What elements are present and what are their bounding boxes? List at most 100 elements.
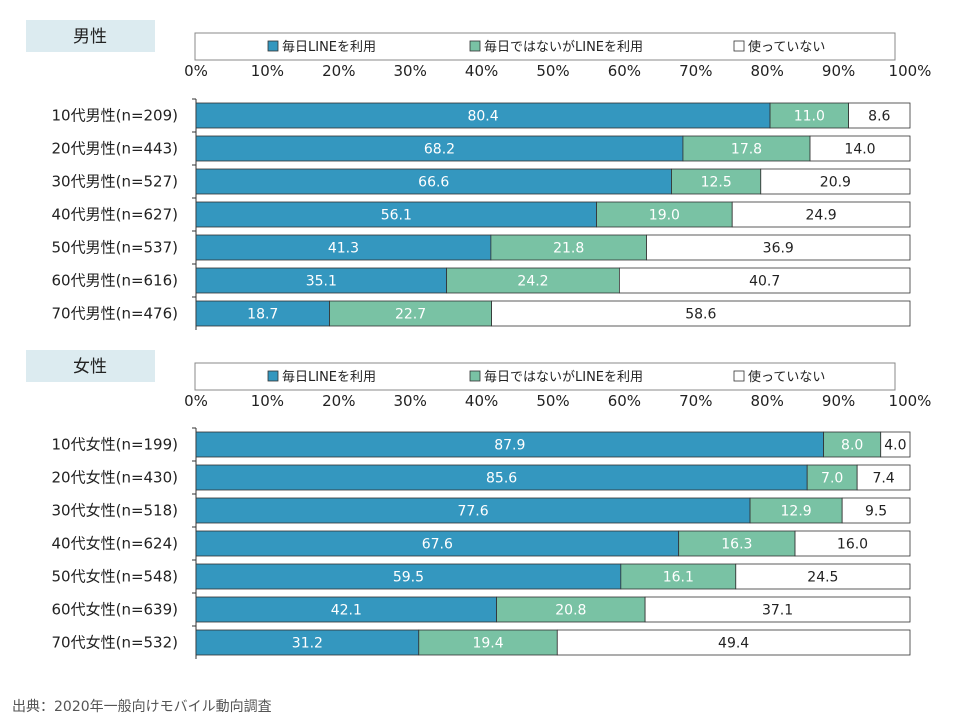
legend-swatch	[733, 40, 745, 52]
bar-segment	[195, 234, 492, 261]
legend-swatch	[469, 40, 481, 52]
bar-segment	[496, 596, 646, 623]
legend-box	[194, 32, 896, 61]
data-label: 68.2	[424, 142, 455, 158]
x-tick-label: 90%	[822, 392, 855, 410]
bar-segment	[195, 201, 597, 228]
bar-segment	[195, 530, 680, 557]
legend-label: 毎日ではないがLINEを利用	[484, 39, 643, 55]
data-label: 8.0	[841, 438, 863, 454]
data-label: 66.6	[418, 175, 449, 191]
data-label: 16.1	[663, 570, 694, 586]
data-label: 21.8	[553, 241, 584, 257]
data-label: 42.1	[331, 603, 362, 619]
bar-segment	[418, 629, 558, 656]
legend-label: 使っていない	[748, 39, 825, 55]
x-tick-label: 80%	[751, 392, 784, 410]
category-label: 10代男性(n=209)	[52, 107, 179, 125]
bar-segment	[195, 300, 330, 327]
panel-title: 女性	[73, 357, 107, 377]
bar-segment	[195, 135, 684, 162]
bar-segment	[848, 102, 911, 129]
legend-label: 毎日ではないがLINEを利用	[484, 369, 643, 385]
data-label: 22.7	[395, 307, 426, 323]
data-label: 56.1	[381, 208, 412, 224]
data-label: 37.1	[762, 603, 793, 619]
bar-segment	[195, 629, 420, 656]
bar-segment	[749, 497, 843, 524]
x-tick-label: 100%	[889, 62, 932, 80]
category-label: 60代男性(n=616)	[52, 272, 179, 290]
panel-title-box	[26, 350, 155, 382]
x-tick-label: 10%	[251, 62, 284, 80]
data-label: 41.3	[328, 241, 359, 257]
bar-segment	[596, 201, 733, 228]
data-label: 36.9	[763, 241, 794, 257]
bar-segment	[760, 168, 911, 195]
data-label: 24.5	[807, 570, 838, 586]
x-tick-label: 50%	[536, 62, 569, 80]
legend-swatch	[267, 40, 279, 52]
x-tick-label: 40%	[465, 62, 498, 80]
bar-segment	[731, 201, 911, 228]
x-tick-label: 100%	[889, 392, 932, 410]
category-label: 30代女性(n=518)	[52, 502, 179, 520]
data-label: 4.0	[884, 438, 906, 454]
bar-segment	[195, 464, 808, 491]
bar-segment	[856, 464, 911, 491]
data-label: 16.0	[837, 537, 868, 553]
source-note: 出典：2020年一般向けモバイル動向調査	[12, 699, 272, 715]
bar-segment	[329, 300, 492, 327]
data-label: 67.6	[422, 537, 453, 553]
data-label: 16.3	[721, 537, 752, 553]
x-tick-label: 0%	[184, 62, 208, 80]
panel-title: 男性	[73, 27, 107, 47]
bar-segment	[735, 563, 911, 590]
legend-label: 毎日LINEを利用	[282, 39, 376, 55]
data-label: 20.9	[820, 175, 851, 191]
panel-title-box	[26, 20, 155, 52]
bar-segment	[682, 135, 811, 162]
x-tick-label: 20%	[322, 392, 355, 410]
bar-segment	[195, 563, 622, 590]
legend-swatch	[267, 370, 279, 382]
x-tick-label: 30%	[394, 392, 427, 410]
legend-label: 毎日LINEを利用	[282, 369, 376, 385]
data-label: 17.8	[731, 142, 762, 158]
bar-segment	[794, 530, 911, 557]
data-label: 59.5	[393, 570, 424, 586]
bar-segment	[671, 168, 762, 195]
bar-segment	[880, 431, 911, 458]
x-tick-label: 20%	[322, 62, 355, 80]
x-tick-label: 70%	[679, 62, 712, 80]
legend-box	[194, 362, 896, 391]
x-tick-label: 50%	[536, 392, 569, 410]
data-label: 35.1	[306, 274, 337, 290]
x-tick-label: 40%	[465, 392, 498, 410]
bar-segment	[490, 234, 647, 261]
bar-segment	[809, 135, 911, 162]
category-label: 20代女性(n=430)	[52, 469, 179, 487]
bar-segment	[195, 102, 771, 129]
x-tick-label: 60%	[608, 62, 641, 80]
legend-swatch	[469, 370, 481, 382]
category-label: 50代男性(n=537)	[52, 239, 179, 257]
data-label: 7.4	[872, 471, 894, 487]
data-label: 18.7	[247, 307, 278, 323]
category-label: 50代女性(n=548)	[52, 568, 179, 586]
category-label: 20代男性(n=443)	[52, 140, 179, 158]
category-label: 40代女性(n=624)	[52, 535, 179, 553]
data-label: 49.4	[718, 636, 749, 652]
bar-segment	[620, 563, 737, 590]
data-label: 7.0	[821, 471, 843, 487]
x-tick-label: 90%	[822, 62, 855, 80]
bar-segment	[678, 530, 796, 557]
bar-segment	[646, 234, 911, 261]
x-tick-label: 70%	[679, 392, 712, 410]
legend-swatch	[733, 370, 745, 382]
data-label: 19.4	[472, 636, 503, 652]
category-label: 30代男性(n=527)	[52, 173, 179, 191]
data-label: 31.2	[292, 636, 323, 652]
legend-label: 使っていない	[748, 369, 825, 385]
x-tick-label: 10%	[251, 392, 284, 410]
